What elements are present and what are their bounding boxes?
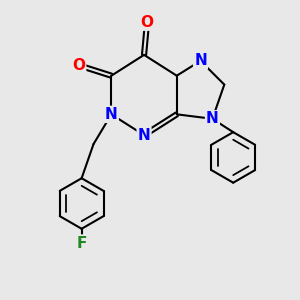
Text: N: N — [138, 128, 150, 142]
Text: N: N — [206, 111, 219, 126]
Text: F: F — [76, 236, 87, 250]
Text: N: N — [194, 53, 207, 68]
Text: O: O — [140, 15, 154, 30]
Text: N: N — [105, 107, 118, 122]
Text: O: O — [72, 58, 85, 73]
